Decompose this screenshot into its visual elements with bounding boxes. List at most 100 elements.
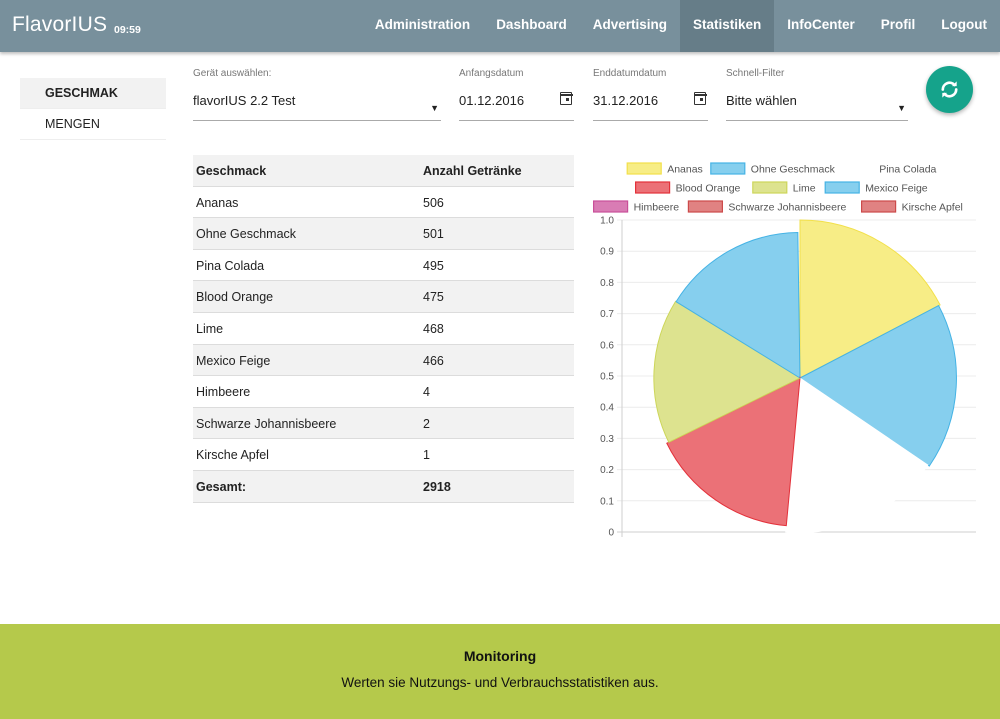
table-header-row: Geschmack Anzahl Getränke: [193, 155, 574, 187]
pie-slice: [785, 377, 929, 534]
end-date-label: Enddatumdatum: [593, 68, 667, 79]
legend-swatch: [592, 200, 629, 213]
calendar-icon[interactable]: [693, 92, 707, 105]
table-row: Blood Orange 475: [193, 281, 574, 313]
top-navigation-bar: FlavorIUS 09:59 Administration Dashboard…: [0, 0, 1000, 52]
y-tick-label: 0: [608, 528, 614, 539]
nav-advertising[interactable]: Advertising: [592, 17, 667, 32]
quick-filter-select[interactable]: Schnell-Filter Bitte wählen ▼: [726, 68, 908, 121]
flavor-pie-chart: Ananas Ohne Geschmack Pina Colada Blood Ora…: [592, 162, 976, 539]
flavor-name: Schwarze Johannisbeere: [196, 416, 337, 431]
footer-subtitle: Werten sie Nutzungs- und Verbrauchsstati…: [341, 675, 659, 690]
flavor-name: Pina Colada: [196, 258, 265, 273]
monitoring-footer: Monitoring Werten sie Nutzungs- und Verb…: [0, 624, 1000, 719]
calendar-icon[interactable]: [559, 92, 573, 105]
drink-count: 466: [423, 353, 444, 368]
drink-count: 501: [423, 227, 444, 242]
legend-swatch: [752, 181, 788, 194]
drink-count: 2: [423, 416, 430, 431]
footer-title: Monitoring: [463, 648, 537, 664]
start-date-field[interactable]: Anfangsdatum 01.12.2016: [459, 68, 574, 121]
nav-logout[interactable]: Logout: [941, 17, 987, 32]
total-label: Gesamt:: [196, 479, 247, 494]
end-date-value: 31.12.2016: [593, 93, 659, 108]
table-row: Ananas 506: [193, 187, 574, 219]
y-tick-label: 0.6: [600, 340, 614, 351]
legend-label: Mexico Feige: [865, 183, 928, 195]
quick-filter-label: Schnell-Filter: [726, 68, 785, 79]
y-tick-label: 0.9: [600, 247, 614, 258]
table-total-row: Gesamt: 2918: [193, 470, 574, 503]
legend-label: Pina Colada: [879, 164, 936, 176]
pie-slice: [799, 304, 957, 467]
pie-slice: [653, 300, 802, 443]
table-row: Pina Colada 495: [193, 250, 574, 282]
legend-label: Himbeere: [634, 202, 680, 214]
y-tick-label: 0.7: [600, 309, 614, 320]
sidebar-item-mengen[interactable]: MENGEN: [20, 109, 166, 140]
clock: 09:59: [114, 24, 141, 36]
drink-count: 1: [423, 448, 430, 463]
flavor-name: Mexico Feige: [196, 353, 271, 368]
y-tick-label: 0.3: [600, 434, 614, 445]
y-tick-label: 0.5: [600, 372, 614, 383]
sidebar: GESCHMAK MENGEN: [20, 78, 166, 140]
legend-swatch: [626, 162, 662, 175]
app-brand: FlavorIUS: [12, 13, 108, 36]
nav-infocenter[interactable]: InfoCenter: [787, 17, 855, 32]
nav-administration[interactable]: Administration: [374, 17, 471, 32]
flavor-name: Lime: [196, 321, 224, 336]
y-tick-label: 0.1: [600, 496, 614, 507]
table-row: Mexico Feige 466: [193, 344, 574, 377]
table-row: Kirsche Apfel 1: [193, 439, 574, 471]
flavor-name: Himbeere: [196, 385, 251, 400]
start-date-label: Anfangsdatum: [459, 68, 524, 79]
caret-down-icon: ▼: [430, 103, 439, 113]
legend-label: Ananas: [667, 164, 703, 176]
legend-label: Ohne Geschmack: [751, 164, 836, 176]
refresh-button[interactable]: [926, 66, 973, 113]
legend-swatch: [710, 162, 746, 175]
pie-slice: [799, 219, 941, 379]
legend-swatch: [634, 181, 671, 194]
drink-count: 475: [423, 290, 444, 305]
device-select[interactable]: Gerät auswählen: flavorIUS 2.2 Test ▼: [193, 68, 441, 121]
legend-label: Schwarze Johannisbeere: [728, 202, 846, 214]
pie-slice: [675, 232, 801, 379]
legend-swatch: [687, 200, 724, 213]
nav-profil[interactable]: Profil: [880, 17, 916, 32]
pie-slice: [666, 377, 801, 527]
column-header-geschmack: Geschmack: [196, 164, 267, 178]
column-header-anzahl: Anzahl Getränke: [423, 164, 522, 178]
flavor-name: Ohne Geschmack: [196, 227, 297, 242]
flavor-name: Kirsche Apfel: [196, 448, 269, 463]
nav-statistiken[interactable]: Statistiken: [679, 0, 775, 52]
drink-count: 506: [423, 195, 444, 210]
device-select-value: flavorIUS 2.2 Test: [193, 93, 296, 108]
caret-down-icon: ▼: [897, 103, 906, 113]
device-select-label: Gerät auswählen:: [193, 68, 272, 79]
legend-label: Lime: [793, 183, 816, 195]
table-row: Himbeere 4: [193, 376, 574, 408]
legend-swatch: [861, 200, 897, 213]
y-tick-label: 1.0: [600, 216, 614, 227]
sidebar-item-geschmak[interactable]: GESCHMAK: [20, 78, 166, 109]
drink-count: 468: [423, 321, 444, 336]
legend-swatch: [824, 181, 860, 194]
nav-dashboard[interactable]: Dashboard: [496, 17, 567, 32]
end-date-field[interactable]: Enddatumdatum 31.12.2016: [593, 68, 708, 121]
legend-label: Kirsche Apfel: [902, 202, 963, 214]
table-row: Schwarze Johannisbeere 2: [193, 407, 574, 440]
table-row: Lime 468: [193, 313, 574, 345]
flavor-table: Geschmack Anzahl Getränke Ananas 506 Ohn…: [193, 155, 574, 503]
flavor-name: Ananas: [196, 195, 239, 210]
drink-count: 495: [423, 258, 444, 273]
y-tick-label: 0.2: [600, 465, 614, 476]
start-date-value: 01.12.2016: [459, 93, 525, 108]
y-tick-label: 0.4: [600, 403, 614, 414]
y-tick-label: 0.8: [600, 278, 614, 289]
drink-count: 4: [423, 385, 430, 400]
table-row: Ohne Geschmack 501: [193, 218, 574, 250]
total-value: 2918: [423, 479, 451, 494]
refresh-icon: [941, 81, 958, 98]
